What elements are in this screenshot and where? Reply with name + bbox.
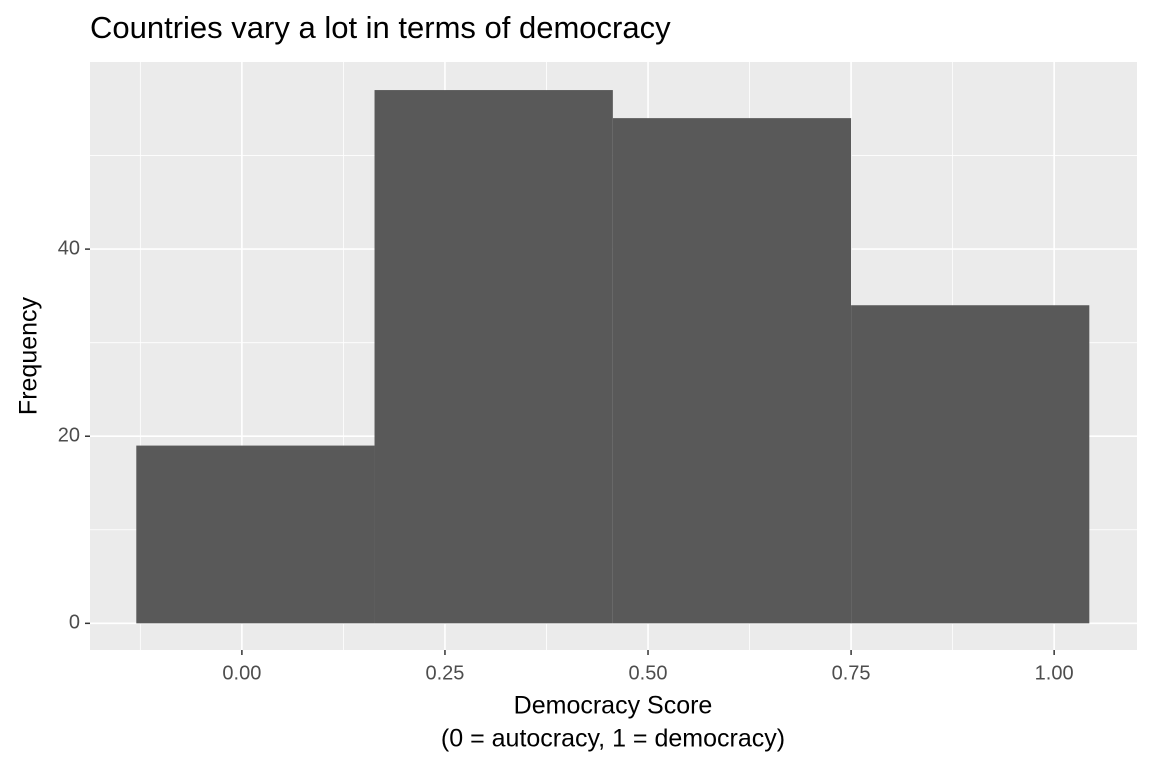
marks [136, 90, 1090, 624]
y-tick-label: 40 [58, 237, 80, 259]
y-tick-label: 20 [58, 425, 80, 447]
bar [851, 305, 1090, 624]
x-axis-label: (0 = autocracy, 1 = democracy) [441, 725, 785, 753]
x-tick-label: 0.50 [629, 662, 668, 684]
y-tick-label: 0 [69, 612, 80, 634]
x-axis-label: Democracy Score [514, 692, 713, 720]
x-tick-label: 0.25 [425, 662, 464, 684]
x-tick-label: 1.00 [1035, 662, 1074, 684]
y-axis-label: Frequency [15, 296, 43, 415]
chart-title: Countries vary a lot in terms of democra… [90, 10, 671, 45]
bar [612, 118, 852, 624]
x-tick-label: 0.00 [222, 662, 261, 684]
bar [136, 445, 375, 624]
x-tick-label: 0.75 [832, 662, 871, 684]
bar [374, 90, 613, 624]
